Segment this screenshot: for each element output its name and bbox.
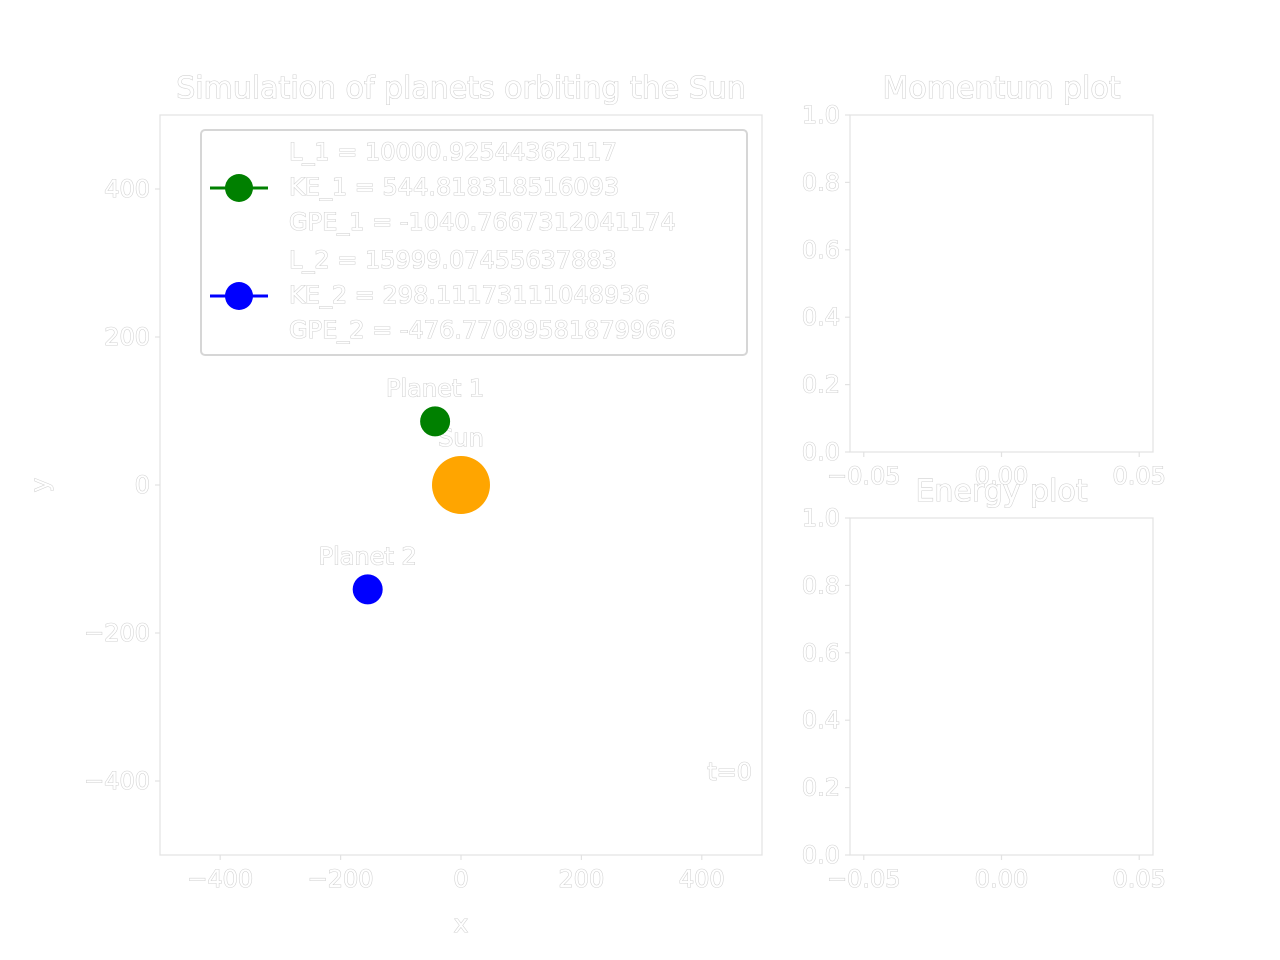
chart-title: Momentum plot [883,71,1121,106]
legend: L_1 = 10000.92544362117 KE_1 = 544.818318… [200,129,748,356]
legend-marker [225,174,253,202]
momentum-plot: −0.05 0.00 0.05 0.0 0.2 0.4 0.6 0.8 1.0 Momentum … [801,70,1166,490]
planet-1-label: Planet 1 [386,374,484,402]
x-axis-label: x [454,910,468,938]
orbit-plot: −400 −200 0 200 400 400 200 0 −200 −400 Simulation… [25,70,763,939]
x-tick-label: −0.05 [827,462,901,490]
legend-entry: L_2 = 15999.07455637883 KE_2 = 298.111731… [210,245,676,345]
y-tick-label: 0.0 [802,438,840,466]
x-tick-label: −200 [308,865,374,893]
y-tick-label: 1.0 [802,101,840,129]
y-tick-label: −400 [84,767,150,795]
y-tick-label: 200 [104,323,150,351]
sun-label: Sun [438,424,484,452]
x-tick-label: −0.05 [827,865,901,893]
chart-title: Energy plot [915,474,1087,509]
legend-text: GPE_1 = -1040.7667312041174 [289,208,676,236]
axes-frame [849,114,1154,453]
y-tick-label: 0.2 [802,774,840,802]
y-tick-label: 1.0 [802,504,840,532]
x-tick-label: 0 [453,865,468,893]
y-tick-label: 0.2 [802,371,840,399]
x-tick-label: 0.00 [975,462,1028,490]
legend-text: L_1 = 10000.92544362117 [289,138,617,166]
legend-text: L_2 = 15999.07455637883 [289,246,617,274]
legend-frame [200,129,748,356]
legend-text: GPE_2 = -476.77089581879966 [289,316,676,344]
x-tick-label: 200 [558,865,604,893]
y-tick-label: −200 [84,619,150,647]
y-tick-label: 0 [135,471,150,499]
legend-marker [225,282,253,310]
x-tick-label: 0.00 [975,865,1028,893]
sun-marker [432,456,490,514]
y-tick-label: 0.8 [802,168,840,196]
x-tick-label: 400 [679,865,725,893]
legend-text: KE_2 = 298.11173111048936 [289,281,650,309]
energy-plot: −0.05 0.00 0.05 0.0 0.2 0.4 0.6 0.8 1.0 Energy pl… [801,473,1166,893]
chart-title: Simulation of planets orbiting the Sun [176,71,746,106]
legend-entry: L_1 = 10000.92544362117 KE_1 = 544.818318… [210,137,676,237]
y-tick-label: 0.4 [802,303,840,331]
y-tick-label: 0.6 [802,236,840,264]
planet-1-marker [420,406,451,437]
y-tick-label: 0.6 [802,639,840,667]
time-annotation: t=0 [707,758,752,786]
legend-text: KE_1 = 544.818318516093 [289,173,619,201]
axes-frame [849,517,1154,856]
x-tick-label: 0.05 [1113,462,1166,490]
y-tick-label: 0.0 [802,841,840,869]
planet-2-marker [352,574,383,605]
y-tick-label: 0.8 [802,571,840,599]
x-tick-label: −400 [187,865,253,893]
planet-2-label: Planet 2 [319,542,417,570]
y-axis-label: y [26,478,54,492]
y-tick-label: 0.4 [802,706,840,734]
y-tick-label: 400 [104,175,150,203]
x-tick-label: 0.05 [1113,865,1166,893]
